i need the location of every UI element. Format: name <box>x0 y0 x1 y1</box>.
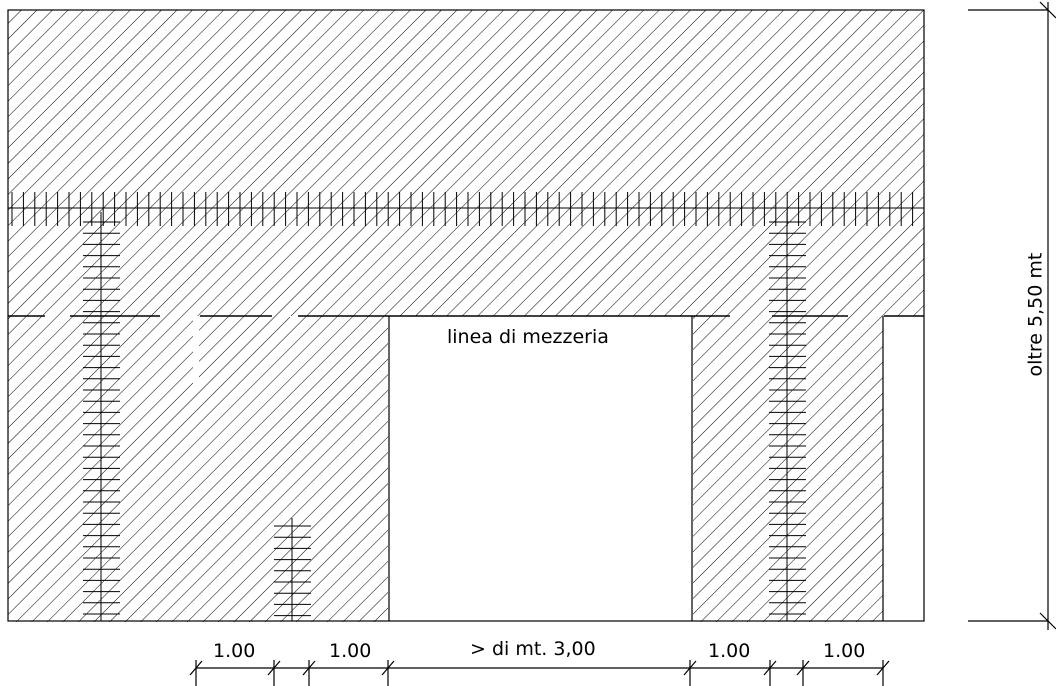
clear-passage <box>389 316 692 621</box>
hatch-gap-2 <box>290 316 296 326</box>
hatch-gap-1 <box>193 316 199 392</box>
height-dimension <box>968 1 1056 630</box>
upper-area <box>8 10 924 316</box>
rail-vertical-short <box>274 518 311 621</box>
rail-horizontal <box>8 192 924 226</box>
lower-right-area <box>693 316 883 622</box>
dimension-label-2: 1.00 <box>329 640 372 662</box>
centerline-label: linea di mezzeria <box>447 326 609 348</box>
height-label: oltre 5,50 mt <box>1024 252 1047 377</box>
bottom-dimension <box>189 660 890 686</box>
dimension-label-4: 1.00 <box>708 640 751 662</box>
rail-vertical-left <box>83 212 120 621</box>
dimension-label-5: 1.00 <box>823 640 866 662</box>
dimension-label-3: > di mt. 3,00 <box>470 638 596 660</box>
dimension-label-1: 1.00 <box>213 640 256 662</box>
rail-vertical-right <box>769 212 806 621</box>
